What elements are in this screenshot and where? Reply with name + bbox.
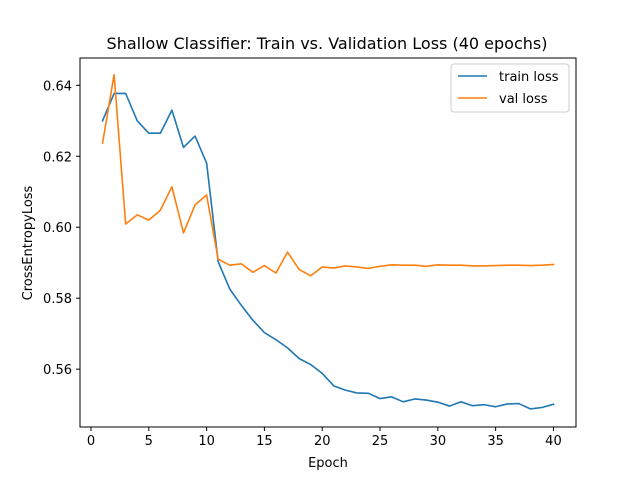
x-tick-label: 15 xyxy=(256,434,273,449)
y-axis-ticks: 0.56 0.58 0.60 0.62 0.64 xyxy=(43,79,80,378)
x-tick-label: 40 xyxy=(545,434,562,449)
x-tick-label: 25 xyxy=(372,434,389,449)
y-axis-label: CrossEntropyLoss xyxy=(21,185,36,300)
y-tick-label: 0.60 xyxy=(43,221,72,236)
y-tick-label: 0.62 xyxy=(43,150,72,165)
series-line-val-loss xyxy=(101,73,555,277)
series-line-train-loss xyxy=(101,92,555,410)
axes-frame xyxy=(79,57,577,428)
x-axis-label: Epoch xyxy=(308,456,348,471)
x-tick-label: 0 xyxy=(87,434,95,449)
x-tick-label: 10 xyxy=(198,434,215,449)
chart-title: Shallow Classifier: Train vs. Validation… xyxy=(107,34,548,53)
plot-series xyxy=(101,73,555,410)
y-tick-label: 0.64 xyxy=(43,79,72,94)
x-tick-label: 30 xyxy=(430,434,447,449)
legend-label: train loss xyxy=(499,70,559,85)
legend-label: val loss xyxy=(499,92,548,107)
x-axis-ticks: 0 5 10 15 20 25 30 35 40 xyxy=(87,427,562,449)
x-tick-label: 20 xyxy=(314,434,331,449)
x-tick-label: 35 xyxy=(487,434,504,449)
y-tick-label: 0.56 xyxy=(43,363,72,378)
legend: train loss val loss xyxy=(450,63,570,113)
y-tick-label: 0.58 xyxy=(43,292,72,307)
x-tick-label: 5 xyxy=(145,434,153,449)
